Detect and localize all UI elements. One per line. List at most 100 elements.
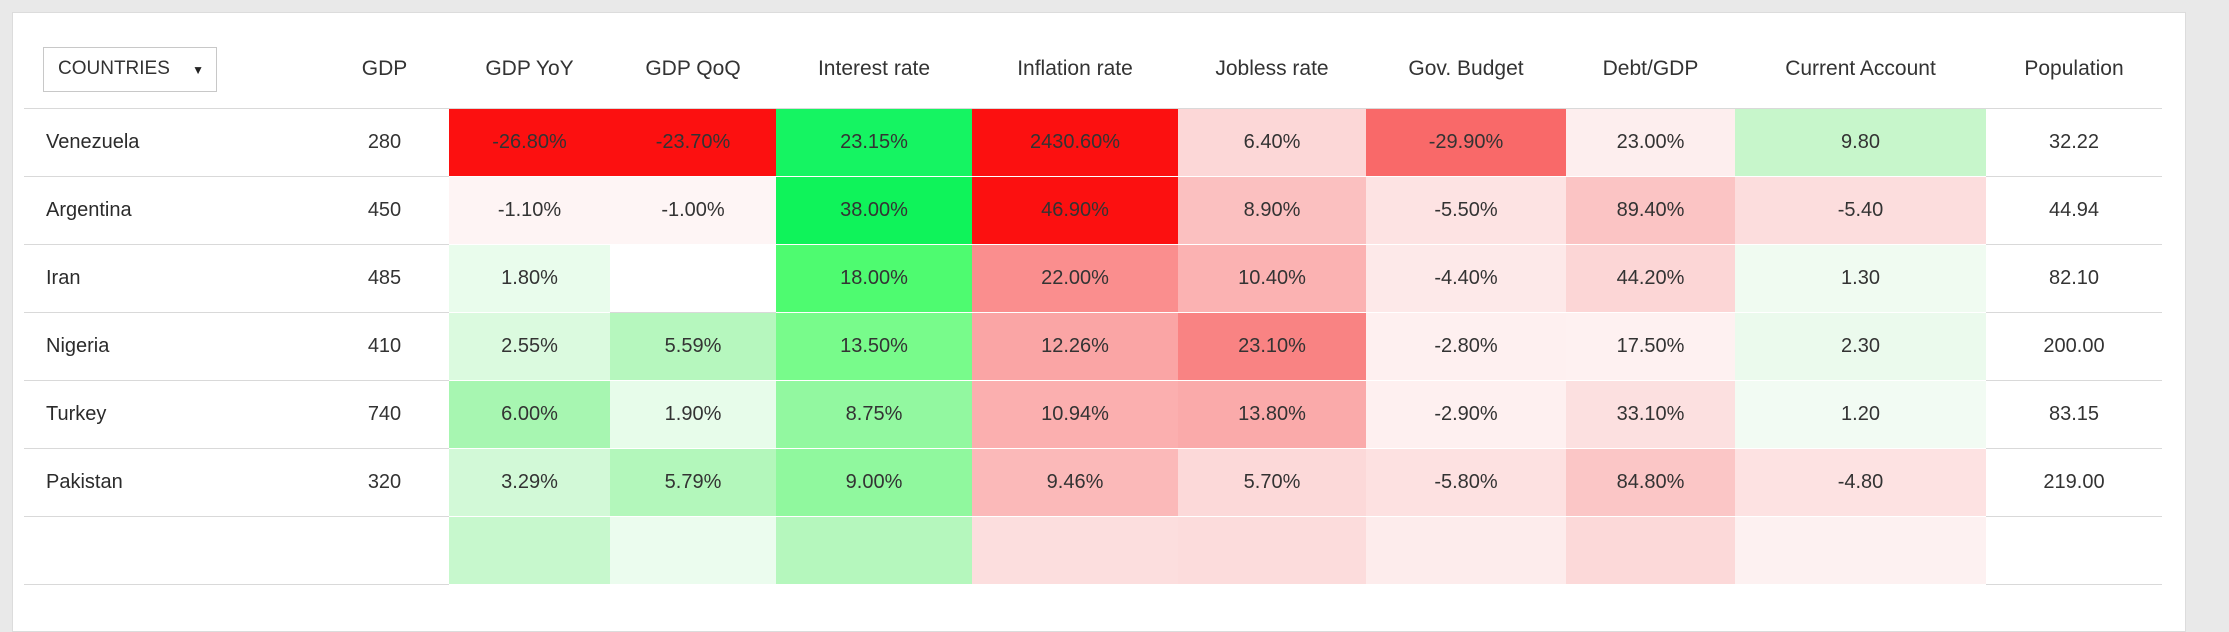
table-row: Iran 485 1.80% 18.00% 22.00% 10.40% -4.40% 44.2…: [24, 244, 2162, 313]
chevron-down-icon: ▼: [192, 63, 204, 78]
header-row: COUNTRIES ▼ GDP GDP YoY GDP QoQ Interest ra…: [24, 13, 2162, 109]
table-row: Nigeria 410 2.55% 5.59% 13.50% 12.26% 23.10% -2…: [24, 312, 2162, 381]
table-row: Turkey 740 6.00% 1.90% 8.75% 10.94% 13.80% -2.9…: [24, 380, 2162, 449]
cell-gdp-yoy: 2.55%: [449, 312, 610, 381]
country-name: Venezuela: [24, 108, 320, 177]
cell-current-account: 1.30: [1735, 244, 1986, 313]
cell-inflation-rate: 2430.60%: [972, 108, 1178, 177]
cell-jobless-rate: [1178, 516, 1366, 585]
cell-inflation-rate: 9.46%: [972, 448, 1178, 517]
economic-matrix-table: COUNTRIES ▼ GDP GDP YoY GDP QoQ Interest ra…: [24, 13, 2162, 585]
cell-population: 200.00: [1986, 312, 2162, 381]
cell-gov-budget: -29.90%: [1366, 108, 1566, 177]
cell-population: 44.94: [1986, 176, 2162, 245]
cell-inflation-rate: 46.90%: [972, 176, 1178, 245]
cell-gov-budget: -4.40%: [1366, 244, 1566, 313]
cell-current-account: -5.40: [1735, 176, 1986, 245]
cell-gov-budget: -2.80%: [1366, 312, 1566, 381]
cell-gov-budget: [1366, 516, 1566, 585]
country-name: Argentina: [24, 176, 320, 245]
cell-interest-rate: 38.00%: [776, 176, 972, 245]
cell-debt-gdp: [1566, 516, 1735, 585]
table-row: [24, 516, 2162, 585]
cell-debt-gdp: 89.40%: [1566, 176, 1735, 245]
cell-gdp-yoy: [449, 516, 610, 585]
cell-gdp-qoq: 1.90%: [610, 380, 776, 449]
cell-debt-gdp: 84.80%: [1566, 448, 1735, 517]
cell-gdp: 320: [320, 448, 449, 517]
cell-gdp: 450: [320, 176, 449, 245]
cell-interest-rate: [776, 516, 972, 585]
cell-gdp: [320, 516, 449, 585]
cell-jobless-rate: 23.10%: [1178, 312, 1366, 381]
country-name: Turkey: [24, 380, 320, 449]
cell-interest-rate: 18.00%: [776, 244, 972, 313]
cell-gdp-yoy: 6.00%: [449, 380, 610, 449]
cell-current-account: 1.20: [1735, 380, 1986, 449]
cell-gdp-qoq: [610, 516, 776, 585]
column-header-gdp-yoy: GDP YoY: [449, 13, 610, 109]
table-row: Argentina 450 -1.10% -1.00% 38.00% 46.90% 8.90…: [24, 176, 2162, 245]
cell-gdp-qoq: [610, 244, 776, 313]
matrix-card: COUNTRIES ▼ GDP GDP YoY GDP QoQ Interest ra…: [12, 12, 2186, 632]
cell-jobless-rate: 10.40%: [1178, 244, 1366, 313]
countries-dropdown[interactable]: COUNTRIES ▼: [43, 46, 217, 92]
cell-gdp: 410: [320, 312, 449, 381]
cell-jobless-rate: 8.90%: [1178, 176, 1366, 245]
cell-population: [1986, 516, 2162, 585]
column-header-interest-rate: Interest rate: [776, 13, 972, 109]
cell-gdp-yoy: 3.29%: [449, 448, 610, 517]
cell-gdp-qoq: 5.59%: [610, 312, 776, 381]
country-name: [24, 516, 320, 585]
cell-gdp-yoy: -1.10%: [449, 176, 610, 245]
cell-current-account: -4.80: [1735, 448, 1986, 517]
cell-debt-gdp: 23.00%: [1566, 108, 1735, 177]
cell-inflation-rate: 10.94%: [972, 380, 1178, 449]
cell-current-account: 2.30: [1735, 312, 1986, 381]
cell-gdp-yoy: -26.80%: [449, 108, 610, 177]
country-name: Pakistan: [24, 448, 320, 517]
column-header-jobless-rate: Jobless rate: [1178, 13, 1366, 109]
cell-jobless-rate: 5.70%: [1178, 448, 1366, 517]
cell-gdp: 485: [320, 244, 449, 313]
cell-gdp-yoy: 1.80%: [449, 244, 610, 313]
column-header-gdp-qoq: GDP QoQ: [610, 13, 776, 109]
cell-interest-rate: 13.50%: [776, 312, 972, 381]
column-header-gov-budget: Gov. Budget: [1366, 13, 1566, 109]
country-name: Iran: [24, 244, 320, 313]
cell-jobless-rate: 6.40%: [1178, 108, 1366, 177]
cell-gdp-qoq: -23.70%: [610, 108, 776, 177]
cell-jobless-rate: 13.80%: [1178, 380, 1366, 449]
cell-interest-rate: 9.00%: [776, 448, 972, 517]
country-name: Nigeria: [24, 312, 320, 381]
cell-population: 219.00: [1986, 448, 2162, 517]
cell-inflation-rate: 12.26%: [972, 312, 1178, 381]
cell-debt-gdp: 33.10%: [1566, 380, 1735, 449]
cell-population: 83.15: [1986, 380, 2162, 449]
cell-gdp: 280: [320, 108, 449, 177]
cell-gov-budget: -2.90%: [1366, 380, 1566, 449]
cell-inflation-rate: 22.00%: [972, 244, 1178, 313]
cell-interest-rate: 23.15%: [776, 108, 972, 177]
column-header-population: Population: [1986, 13, 2162, 109]
column-header-current-account: Current Account: [1735, 13, 1986, 109]
column-header-inflation-rate: Inflation rate: [972, 13, 1178, 109]
cell-interest-rate: 8.75%: [776, 380, 972, 449]
cell-gov-budget: -5.50%: [1366, 176, 1566, 245]
cell-gdp: 740: [320, 380, 449, 449]
cell-debt-gdp: 17.50%: [1566, 312, 1735, 381]
cell-gdp-qoq: 5.79%: [610, 448, 776, 517]
countries-dropdown-label: COUNTRIES: [58, 58, 170, 80]
cell-debt-gdp: 44.20%: [1566, 244, 1735, 313]
table-row: Pakistan 320 3.29% 5.79% 9.00% 9.46% 5.70% -5.8…: [24, 448, 2162, 517]
countries-header-cell: COUNTRIES ▼: [24, 13, 320, 109]
column-header-debt-gdp: Debt/GDP: [1566, 13, 1735, 109]
cell-gdp-qoq: -1.00%: [610, 176, 776, 245]
cell-current-account: 9.80: [1735, 108, 1986, 177]
cell-population: 32.22: [1986, 108, 2162, 177]
cell-current-account: [1735, 516, 1986, 585]
cell-population: 82.10: [1986, 244, 2162, 313]
column-header-gdp: GDP: [320, 13, 449, 109]
table-row: Venezuela 280 -26.80% -23.70% 23.15% 2430.60%…: [24, 108, 2162, 177]
cell-inflation-rate: [972, 516, 1178, 585]
